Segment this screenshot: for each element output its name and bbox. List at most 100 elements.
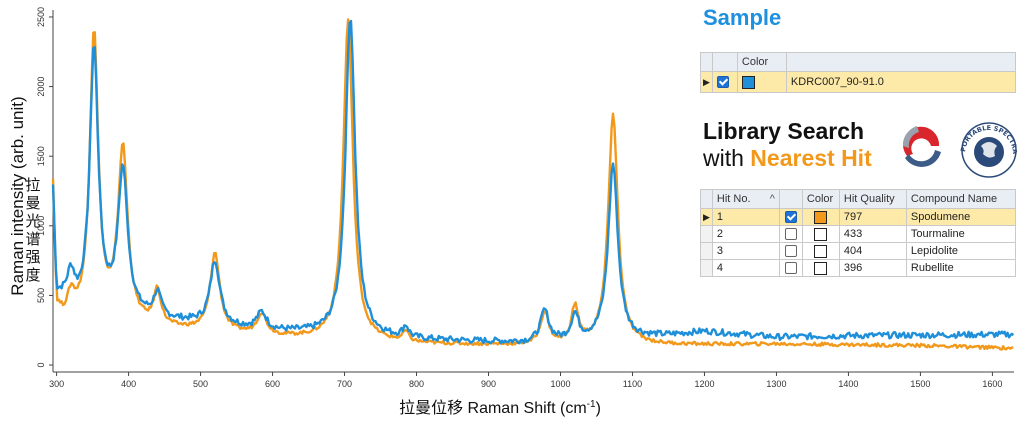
hit-color-swatch[interactable]	[814, 210, 828, 224]
y-tick-label: 1500	[36, 146, 46, 166]
check-header	[711, 52, 738, 72]
y-tick-label: 1000	[36, 216, 46, 236]
compound-name: Lepidolite	[905, 242, 1017, 260]
hit-row[interactable]: 4 396 Rubellite	[700, 259, 1017, 277]
hit-checkbox-cell[interactable]	[778, 208, 803, 226]
hit-row[interactable]: ▶ 1 797 Spodumene	[700, 208, 1017, 226]
compound-name: Rubellite	[905, 259, 1017, 277]
hit-quality: 396	[838, 259, 907, 277]
x-axis-label: 拉曼位移 Raman Shift (cm-1)	[399, 399, 601, 417]
x-tick-label: 1300	[766, 379, 786, 389]
row-pointer-icon: ▶	[700, 71, 713, 93]
x-tick-label: 800	[409, 379, 424, 389]
y-label-cn-char: 谱	[25, 230, 40, 248]
hit-color-swatch[interactable]	[814, 261, 828, 275]
x-tick-label: 900	[481, 379, 496, 389]
x-tick-label: 700	[337, 379, 352, 389]
x-tick-label: 400	[121, 379, 136, 389]
hit-checkbox-cell[interactable]	[778, 259, 803, 277]
y-tick-label: 2500	[36, 7, 46, 27]
row-indicator-header	[700, 189, 713, 209]
sample-row[interactable]: ▶ KDRC007_90-91.0	[700, 71, 1017, 93]
name-header	[785, 52, 1017, 72]
y-label-cn-char: 强	[25, 248, 40, 266]
row-indicator	[700, 225, 713, 243]
row-indicator	[700, 242, 713, 260]
hit-color-cell[interactable]	[801, 259, 840, 277]
row-indicator-header	[700, 52, 713, 72]
chart-axes: 300 400 500 600 700 800 900 1000 1100 1200 1300 140…	[36, 7, 1014, 389]
y-axis-label: Raman intensity (arb. unit)	[8, 96, 27, 295]
hit-no-header[interactable]: Hit No. ^	[711, 189, 780, 209]
sample-title: Sample	[703, 5, 782, 30]
y-label-cn-char: 曼	[25, 194, 40, 212]
compound-name-header[interactable]: Compound Name	[905, 189, 1017, 209]
series-layer	[51, 18, 1015, 351]
sample-checkbox[interactable]	[716, 76, 729, 89]
y-label-cn-char: 拉	[25, 176, 40, 194]
hit-row[interactable]: 2 433 Tourmaline	[700, 225, 1017, 243]
x-tick-label: 1200	[694, 379, 714, 389]
series-line-sample	[51, 19, 1015, 345]
hit-checkbox[interactable]	[784, 245, 797, 258]
hit-color-cell[interactable]	[801, 225, 840, 243]
hit-results-body: ▶ 1 797 Spodumene 2 433 Tourmaline 3 404 Lepidoli…	[700, 208, 1017, 277]
hit-row[interactable]: 3 404 Lepidolite	[700, 242, 1017, 260]
hit-checkbox-cell[interactable]	[778, 242, 803, 260]
y-tick-label: 2000	[36, 77, 46, 97]
library-search-line1: Library Search	[703, 118, 865, 144]
x-tick-label: 500	[193, 379, 208, 389]
color-header[interactable]: Color	[801, 189, 840, 209]
y-label-cn-char: 光	[25, 212, 40, 230]
sample-color-swatch[interactable]	[741, 75, 755, 89]
hit-checkbox[interactable]	[784, 211, 797, 224]
hit-checkbox[interactable]	[784, 262, 797, 275]
hit-number: 3	[711, 242, 780, 260]
hit-grid-header: Hit No. ^ Color Hit Quality Compound Nam…	[700, 189, 1017, 209]
y-tick-label: 0	[36, 363, 46, 368]
compound-name: Tourmaline	[905, 225, 1017, 243]
compound-name: Spodumene	[905, 208, 1017, 226]
color-header: Color	[736, 52, 787, 72]
x-tick-label: 1600	[982, 379, 1002, 389]
x-tick-label: 1500	[910, 379, 930, 389]
row-pointer-icon: ▶	[700, 208, 713, 226]
sample-grid-header: Color	[700, 52, 1017, 72]
library-search-with: with	[703, 145, 751, 171]
hit-number: 4	[711, 259, 780, 277]
x-tick-label: 600	[265, 379, 280, 389]
hit-checkbox[interactable]	[784, 228, 797, 241]
series-line-spodumene	[51, 18, 1014, 351]
hit-checkbox-cell[interactable]	[778, 225, 803, 243]
x-tick-label: 300	[49, 379, 64, 389]
logo-area: PORTABLE SPECTRAL SERVICES	[895, 116, 1017, 178]
library-search-nearest-hit: Nearest Hit	[750, 145, 872, 171]
x-tick-label: 1100	[623, 379, 642, 389]
check-header	[778, 189, 803, 209]
swirl-logo-icon	[898, 124, 946, 172]
hit-number: 1	[711, 208, 780, 226]
sample-checkbox-cell[interactable]	[711, 71, 738, 93]
sample-name: KDRC007_90-91.0	[785, 71, 1017, 93]
x-tick-label: 1400	[838, 379, 858, 389]
hit-color-swatch[interactable]	[814, 244, 828, 258]
y-tick-label: 500	[36, 288, 46, 303]
y-label-cn-char: 度	[25, 266, 40, 284]
sample-color-cell[interactable]	[736, 71, 787, 93]
sort-ascending-icon[interactable]: ^	[769, 193, 775, 205]
row-indicator	[700, 259, 713, 277]
hit-quality-header[interactable]: Hit Quality	[838, 189, 907, 209]
hit-no-header-label: Hit No.	[716, 193, 751, 205]
hit-number: 2	[711, 225, 780, 243]
hit-color-cell[interactable]	[801, 208, 840, 226]
hit-quality: 433	[838, 225, 907, 243]
hit-color-cell[interactable]	[801, 242, 840, 260]
hit-quality: 797	[838, 208, 907, 226]
x-tick-label: 1000	[550, 379, 570, 389]
sample-grid: Color ▶ KDRC007_90-91.0	[700, 52, 1017, 93]
hit-color-swatch[interactable]	[814, 227, 828, 241]
hit-results-grid: Hit No. ^ Color Hit Quality Compound Nam…	[700, 189, 1017, 277]
hit-quality: 404	[838, 242, 907, 260]
